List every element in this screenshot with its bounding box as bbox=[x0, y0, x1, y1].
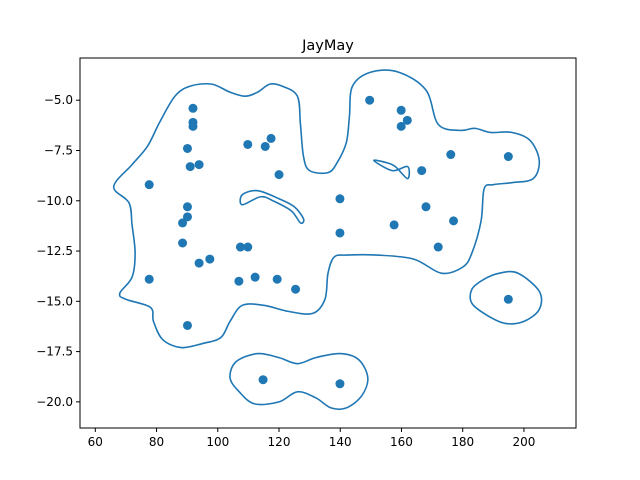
density-contour-4 bbox=[229, 352, 369, 411]
scatter-point-35 bbox=[446, 150, 456, 160]
x-tick-label: 140 bbox=[329, 435, 352, 449]
y-tick-label: −17.5 bbox=[36, 345, 73, 359]
scatter-point-12 bbox=[194, 160, 204, 170]
y-axis: −5.0 −7.5 −10.0 −12.5 −15.0 −17.5 −20.0 bbox=[36, 93, 80, 409]
scatter-point-0 bbox=[144, 180, 154, 190]
scatter-point-16 bbox=[235, 242, 245, 252]
scatter-point-6 bbox=[182, 212, 192, 222]
y-tick-label: −5.0 bbox=[44, 93, 73, 107]
scatter-point-30 bbox=[396, 121, 406, 131]
y-tick-label: −10.0 bbox=[36, 194, 73, 208]
x-axis: 60 80 100 120 140 160 180 200 bbox=[88, 428, 535, 449]
contour-layer bbox=[112, 69, 543, 411]
density-contour-2 bbox=[239, 189, 305, 225]
density-contour-1 bbox=[373, 159, 411, 180]
x-tick-label: 200 bbox=[512, 435, 535, 449]
scatter-point-3 bbox=[178, 238, 188, 248]
scatter-point-39 bbox=[258, 375, 268, 385]
scatter-point-18 bbox=[243, 139, 253, 149]
scatter-point-20 bbox=[260, 141, 270, 151]
x-tick-label: 160 bbox=[390, 435, 413, 449]
y-tick-label: −7.5 bbox=[44, 144, 73, 158]
x-tick-label: 100 bbox=[206, 435, 229, 449]
scatter-point-32 bbox=[417, 166, 427, 176]
scatter-point-4 bbox=[182, 143, 192, 153]
scatter-point-34 bbox=[433, 242, 443, 252]
plot-frame bbox=[79, 57, 577, 429]
density-contour-3 bbox=[469, 270, 543, 325]
scatter-point-19 bbox=[250, 272, 260, 282]
y-tick-label: −15.0 bbox=[36, 294, 73, 308]
scatter-point-28 bbox=[389, 220, 399, 230]
scatter-point-15 bbox=[234, 276, 244, 286]
chart-title: JayMay bbox=[301, 38, 354, 54]
scatter-point-36 bbox=[449, 216, 459, 226]
scatter-point-22 bbox=[272, 274, 282, 284]
scatter-point-2 bbox=[178, 218, 188, 228]
scatter-point-21 bbox=[266, 133, 276, 143]
scatter-point-40 bbox=[335, 379, 345, 389]
scatter-point-37 bbox=[503, 152, 513, 162]
scatter-point-17 bbox=[243, 242, 253, 252]
scatter-point-5 bbox=[182, 202, 192, 212]
x-tick-label: 80 bbox=[149, 435, 164, 449]
scatter-point-23 bbox=[274, 170, 284, 180]
scatter-point-1 bbox=[144, 274, 154, 284]
y-tick-label: −20.0 bbox=[36, 395, 73, 409]
scatter-point-33 bbox=[421, 202, 431, 212]
y-tick-label: −12.5 bbox=[36, 244, 73, 258]
scatter-point-14 bbox=[205, 254, 215, 264]
x-tick-label: 60 bbox=[88, 435, 103, 449]
scatter-point-7 bbox=[182, 320, 192, 330]
scatter-point-26 bbox=[335, 228, 345, 238]
scatter-point-9 bbox=[188, 103, 198, 113]
scatter-point-31 bbox=[402, 115, 412, 125]
x-tick-label: 120 bbox=[268, 435, 291, 449]
scatter-point-11 bbox=[188, 121, 198, 131]
scatter-point-27 bbox=[365, 95, 375, 105]
scatter-point-38 bbox=[503, 294, 513, 304]
x-tick-label: 180 bbox=[451, 435, 474, 449]
scatter-point-29 bbox=[396, 105, 406, 115]
scatter-point-8 bbox=[185, 162, 195, 172]
scatter-point-24 bbox=[291, 284, 301, 294]
density-contour-0 bbox=[112, 69, 541, 349]
scatter-point-13 bbox=[194, 258, 204, 268]
point-layer bbox=[144, 95, 513, 389]
scatter-point-25 bbox=[335, 194, 345, 204]
